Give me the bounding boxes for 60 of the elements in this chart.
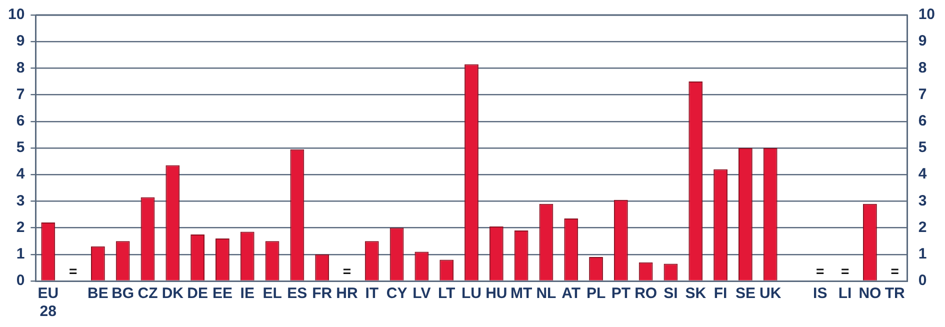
x-tick-label: SI bbox=[664, 285, 678, 302]
x-tick-label: CZ bbox=[138, 285, 158, 302]
y2-tick-label: 2 bbox=[918, 218, 927, 236]
x-tick-label: ES bbox=[287, 285, 308, 302]
y-tick-label: 4 bbox=[16, 166, 26, 183]
x-tick-label: BG bbox=[112, 285, 134, 302]
x-tick-label: IE bbox=[240, 285, 254, 302]
x-tick-label: SE bbox=[735, 285, 756, 302]
y-tick-label: 0 bbox=[16, 272, 25, 290]
y-tick-label: 10 bbox=[8, 6, 25, 24]
y2-tick-label: 4 bbox=[918, 166, 928, 183]
x-tick-label: TR bbox=[884, 285, 906, 302]
x-tick-label: UK bbox=[760, 285, 782, 302]
x-tick-label: FI bbox=[714, 285, 728, 302]
x-tick-label: IT bbox=[365, 285, 379, 302]
x-tick-label: NO bbox=[858, 285, 882, 302]
x-tick-label: PL bbox=[586, 285, 606, 302]
y-tick-label: 3 bbox=[16, 192, 25, 210]
x-tick-label: LI bbox=[838, 285, 852, 302]
y2-tick-label: 8 bbox=[918, 59, 927, 76]
x-tick-label: NL bbox=[536, 285, 556, 302]
x-tick-label: MT bbox=[510, 285, 532, 302]
y2-tick-label: 1 bbox=[918, 246, 927, 263]
x-tick-label: BE bbox=[88, 285, 108, 302]
y2-tick-label: 3 bbox=[918, 192, 927, 210]
x-tick-label: CY bbox=[386, 285, 408, 302]
x-tick-label: FR bbox=[312, 285, 332, 302]
x-tick-label: EL bbox=[262, 285, 282, 302]
y-tick-label: 5 bbox=[16, 139, 25, 156]
x-tick-label: EE bbox=[212, 285, 232, 302]
x-tick-label: LV bbox=[412, 285, 431, 302]
y2-tick-label: 9 bbox=[918, 32, 927, 50]
x-tick-label: SK bbox=[685, 285, 706, 302]
y2-tick-label: 10 bbox=[918, 6, 936, 24]
text: = bbox=[342, 262, 352, 279]
y2-tick-label: 7 bbox=[918, 86, 927, 103]
y-tick-label: 1 bbox=[16, 246, 25, 263]
y2-tick-label: 5 bbox=[918, 139, 927, 156]
x-tick-label: AT bbox=[562, 285, 581, 302]
x-tick-label: PT bbox=[611, 285, 631, 302]
y-tick-label: 9 bbox=[16, 32, 25, 50]
x-tick-label: RO bbox=[634, 285, 658, 302]
x-tick-label: EU 28 bbox=[38, 285, 59, 320]
y2-tick-label: 6 bbox=[918, 112, 927, 130]
x-tick-label: IS bbox=[813, 285, 828, 302]
y-tick-label: 7 bbox=[16, 86, 25, 103]
x-tick-label: LT bbox=[438, 285, 456, 302]
y-tick-label: 6 bbox=[16, 112, 25, 130]
x-tick-label: LU bbox=[462, 285, 482, 302]
x-tick-label: HU bbox=[486, 285, 508, 302]
text: = bbox=[890, 262, 899, 279]
text: = bbox=[816, 262, 824, 279]
text: = bbox=[68, 262, 78, 279]
x-tick-label: DE bbox=[187, 285, 208, 302]
x-tick-label: HR bbox=[336, 285, 358, 302]
x-tick-label: DK bbox=[162, 285, 184, 302]
text: = bbox=[840, 262, 850, 279]
y-tick-label: 8 bbox=[16, 59, 25, 76]
y2-tick-label: 0 bbox=[918, 272, 927, 290]
y-tick-label: 2 bbox=[16, 218, 25, 236]
